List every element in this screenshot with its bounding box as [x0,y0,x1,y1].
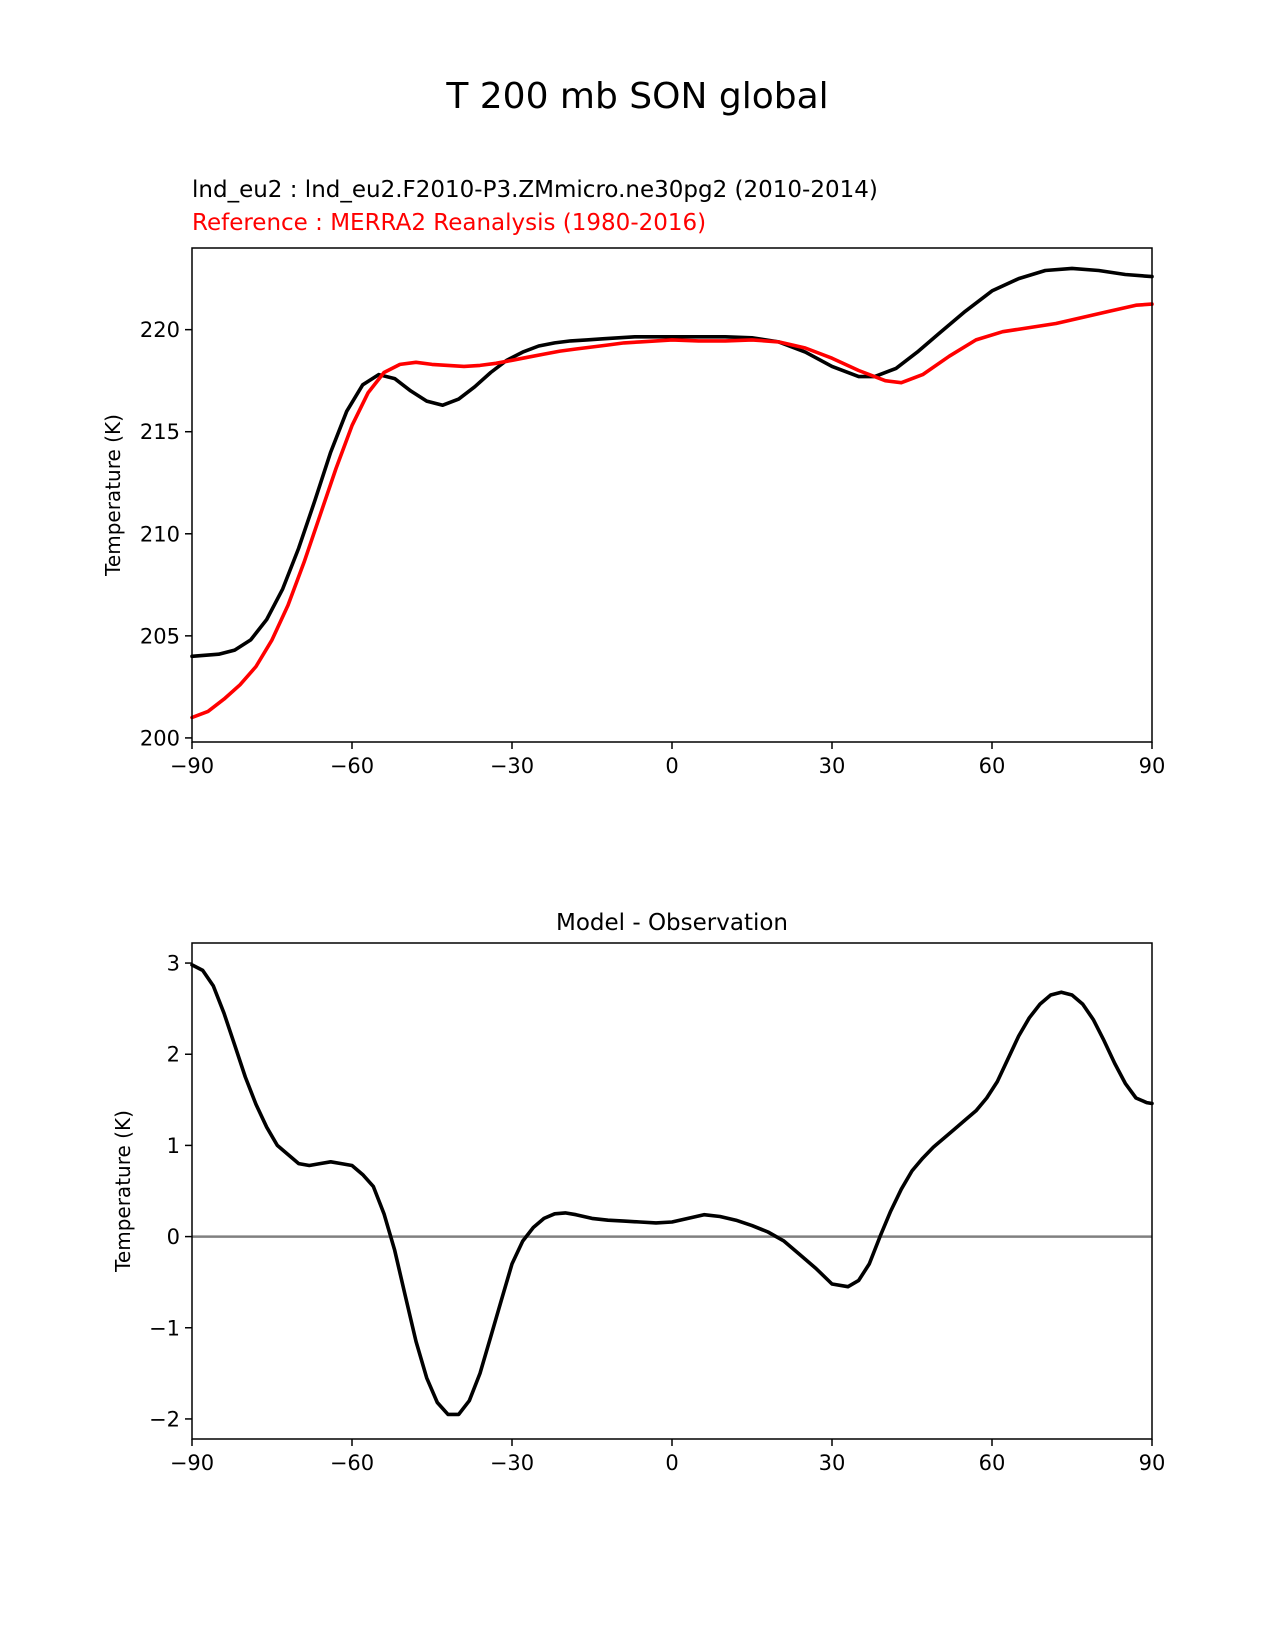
bottom-ytick-label: 2 [167,1043,180,1067]
top-xtick-label: 90 [1139,754,1166,778]
bottom-title: Model - Observation [556,910,788,936]
top-xtick-label: 30 [819,754,846,778]
reference-subtitle: Reference : MERRA2 Reanalysis (1980-2016… [192,210,706,236]
top-ytick-label: 220 [140,318,180,342]
bottom-xtick-label: 0 [665,1451,678,1475]
bottom-ylabel: Temperature (K) [111,1110,135,1273]
model-subtitle: lnd_eu2 : lnd_eu2.F2010-P3.ZMmicro.ne30p… [192,177,878,203]
top-xtick-label: −60 [330,754,374,778]
top-ytick-label: 210 [140,522,180,546]
figure-suptitle: T 200 mb SON global [445,76,828,117]
top-ytick-label: 200 [140,726,180,750]
top-xtick-label: 0 [665,754,678,778]
reference-line [190,302,1154,720]
bottom-ytick-label: 1 [167,1134,180,1158]
bottom-panel: Model - Observation −90 −60 −30 0 30 60 90−2−1… [111,910,1165,1475]
bottom-xtick-label: 60 [979,1451,1006,1475]
bottom-series-lines [190,963,1154,1417]
bottom-plot-frame [191,942,1153,1440]
top-ylabel: Temperature (K) [101,414,125,577]
top-ytick-label: 215 [140,420,180,444]
top-xtick-label: −30 [490,754,534,778]
bottom-ytick-label: 3 [167,952,180,976]
top-series-lines [190,266,1154,720]
difference-line [190,963,1154,1417]
top-xtick-label: 60 [979,754,1006,778]
bottom-xtick-label: −90 [170,1451,214,1475]
bottom-xtick-label: −60 [330,1451,374,1475]
model-line [190,266,1154,659]
bottom-ytick-label: 0 [167,1225,180,1249]
bottom-ytick-label: −1 [149,1316,180,1340]
bottom-ytick-label: −2 [149,1407,180,1431]
top-plot-frame [191,247,1153,743]
bottom-xtick-label: 90 [1139,1451,1166,1475]
top-ytick-label: 205 [140,624,180,648]
bottom-xtick-label: 30 [819,1451,846,1475]
bottom-axis-ticks: −90 −60 −30 0 30 60 90 −2 −1 0 1 2 3 [149,952,1165,1475]
top-xtick-label: −90 [170,754,214,778]
top-axis-ticks: −90 −60 −30 0 30 60 90 200 205 210 215 220 [140,318,1165,778]
bottom-xtick-label: −30 [490,1451,534,1475]
top-panel: lnd_eu2 : lnd_eu2.F2010-P3.ZMmicro.ne30p… [101,177,1165,778]
